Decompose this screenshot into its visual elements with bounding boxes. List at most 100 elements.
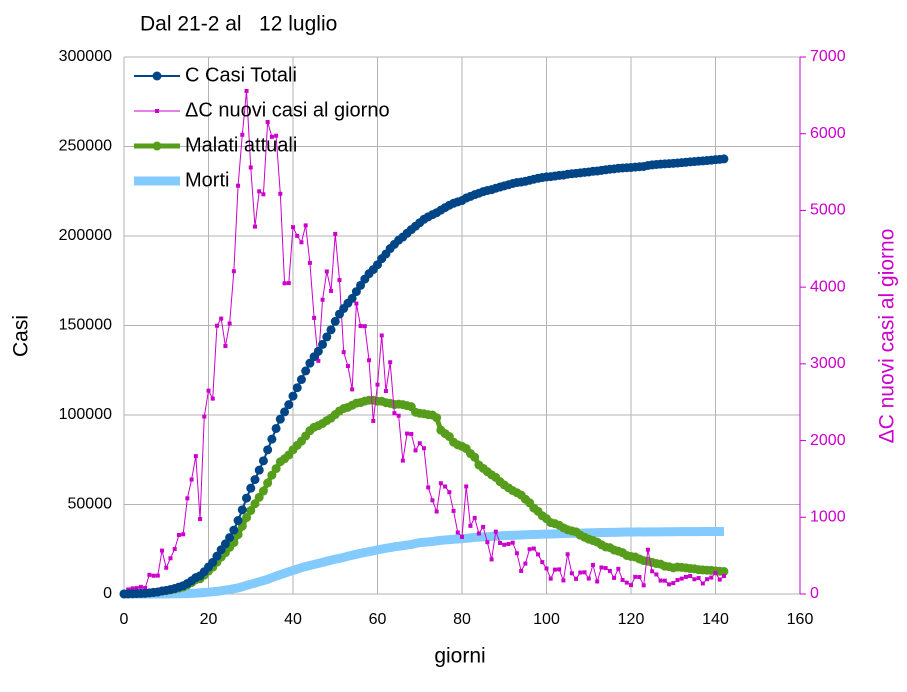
marker <box>138 584 143 589</box>
y-tick-label: 300000 <box>59 48 112 65</box>
marker <box>527 547 532 552</box>
marker <box>233 516 243 526</box>
marker <box>447 490 452 495</box>
marker <box>438 481 443 486</box>
marker <box>451 508 456 513</box>
marker <box>603 566 608 571</box>
marker <box>284 400 294 410</box>
marker <box>413 448 418 453</box>
marker <box>227 321 232 326</box>
marker <box>312 315 317 320</box>
marker <box>176 533 181 538</box>
marker <box>291 225 295 230</box>
marker <box>624 580 629 585</box>
marker <box>721 574 726 579</box>
marker <box>645 547 650 552</box>
marker <box>637 575 642 580</box>
marker <box>489 557 494 562</box>
y2-tick-label: 3000 <box>810 355 846 372</box>
marker <box>250 475 260 485</box>
marker <box>574 576 579 581</box>
marker <box>301 366 311 376</box>
marker <box>278 191 283 196</box>
series-line <box>123 526 725 599</box>
y-tick-label: 150000 <box>59 317 112 334</box>
marker <box>155 109 159 113</box>
legend-label: Morti <box>185 169 229 191</box>
marker <box>181 532 186 537</box>
marker <box>432 413 442 423</box>
marker <box>705 577 710 582</box>
marker <box>185 496 190 501</box>
marker <box>421 446 426 451</box>
marker <box>237 505 247 515</box>
marker <box>569 571 574 576</box>
marker <box>662 578 667 583</box>
marker <box>250 499 260 509</box>
marker <box>288 391 298 401</box>
marker <box>599 565 604 570</box>
legend-label: ΔC nuovi casi al giorno <box>185 99 390 121</box>
marker <box>620 577 625 582</box>
marker <box>709 575 714 580</box>
marker <box>206 388 211 393</box>
marker <box>713 570 718 575</box>
marker <box>409 431 414 436</box>
marker <box>536 552 541 557</box>
marker <box>658 578 663 583</box>
marker <box>578 570 583 575</box>
marker <box>590 562 595 567</box>
y-tick-label: 250000 <box>59 138 112 155</box>
marker <box>717 577 722 582</box>
marker <box>172 546 177 551</box>
marker <box>244 88 249 93</box>
marker <box>225 533 235 543</box>
marker <box>223 343 228 348</box>
marker <box>347 293 357 303</box>
marker <box>275 414 285 424</box>
marker <box>246 506 256 516</box>
marker <box>485 540 490 545</box>
marker <box>430 498 435 503</box>
marker <box>607 568 612 573</box>
marker <box>679 576 684 581</box>
marker <box>443 484 448 489</box>
marker <box>400 458 405 463</box>
marker <box>523 561 528 566</box>
plot-area <box>119 88 729 599</box>
marker <box>552 567 557 572</box>
marker <box>700 581 705 586</box>
marker <box>263 445 273 455</box>
marker <box>350 387 355 392</box>
y-tick-label: 100000 <box>59 406 112 423</box>
marker <box>193 454 198 459</box>
marker <box>326 325 336 335</box>
marker <box>220 539 230 549</box>
marker <box>688 573 693 578</box>
marker <box>582 570 587 575</box>
marker <box>383 389 388 394</box>
marker <box>202 414 207 419</box>
marker <box>696 576 701 581</box>
marker <box>269 134 274 139</box>
marker <box>341 350 346 355</box>
marker <box>280 407 290 417</box>
marker <box>692 577 697 582</box>
marker <box>629 583 633 588</box>
x-axis-label: giorni <box>434 645 485 668</box>
marker <box>198 517 203 522</box>
marker <box>540 560 545 565</box>
marker <box>426 485 431 490</box>
y2-tick-label: 6000 <box>810 125 846 142</box>
marker <box>252 224 257 229</box>
marker <box>261 192 266 197</box>
marker <box>392 411 397 416</box>
marker <box>267 470 277 480</box>
marker <box>333 231 338 236</box>
marker <box>354 301 359 306</box>
marker <box>324 269 329 274</box>
marker <box>506 541 511 546</box>
marker <box>160 548 165 553</box>
marker <box>379 333 384 338</box>
